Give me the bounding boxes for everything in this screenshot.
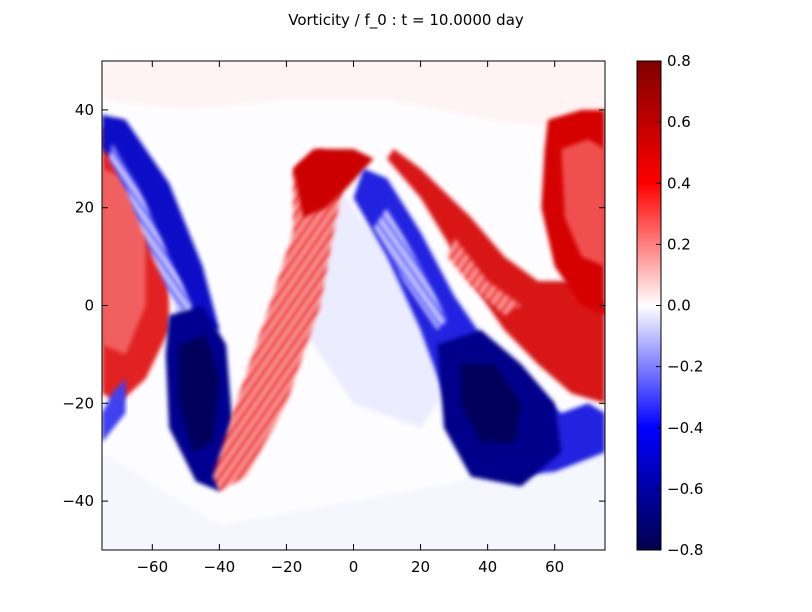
tint-negative-center [303,183,471,428]
x-tick-label: 60 [545,558,564,576]
positive-band-right [387,149,605,404]
colorbar-tick-label: 0.4 [667,174,691,192]
positive-band-right-stripes [447,237,522,316]
y-tick-label: 20 [75,199,94,217]
colorbar-tick-label: −0.8 [667,541,703,559]
background-tint-positive [102,61,605,135]
positive-vortex-left-core [102,168,146,355]
colorbar-tick-label: 0.8 [667,52,691,70]
colorbar-tick-label: 0.6 [667,113,691,131]
positive-vortex-right-core [561,139,605,267]
y-tick-label: 40 [75,101,94,119]
y-tick-label: −20 [62,394,94,412]
y-axis: −40 −20 0 20 40 [62,101,605,510]
y-tick-label: −40 [62,492,94,510]
positive-crest-center [293,149,374,218]
vorticity-field [102,61,605,550]
negative-band-left-stripes [108,144,193,316]
positive-band-center [212,149,361,492]
x-tick-label: −20 [271,558,303,576]
x-tick-label: −60 [136,558,168,576]
negative-band-center-stripes [373,207,448,330]
colorbar-tick-label: −0.2 [667,358,703,376]
colorbar-tick-label: −0.6 [667,480,703,498]
chart-title: Vorticity / f_0 : t = 10.0000 day [288,11,524,30]
background-tint-negative [102,452,605,550]
colorbar-tick-label: −0.4 [667,419,703,437]
x-tick-label: 40 [478,558,497,576]
x-tick-label: −40 [204,558,236,576]
x-tick-label: 0 [349,558,359,576]
negative-fragment-left [102,378,126,443]
x-axis: −60 −40 −20 0 20 40 60 [136,61,564,576]
colorbar-axis: −0.8 −0.6 −0.4 −0.2 0.0 0.2 0.4 0.6 0.8 [656,52,703,559]
colorbar-tick-label: 0.0 [667,297,691,315]
colorbar-tick-label: 0.2 [667,235,691,253]
negative-vortex-lower-left-core [179,334,220,453]
negative-vortex-lower-right-core [460,364,522,443]
negative-band-left [102,114,220,330]
y-tick-label: 0 [84,297,94,315]
x-tick-label: 20 [411,558,430,576]
